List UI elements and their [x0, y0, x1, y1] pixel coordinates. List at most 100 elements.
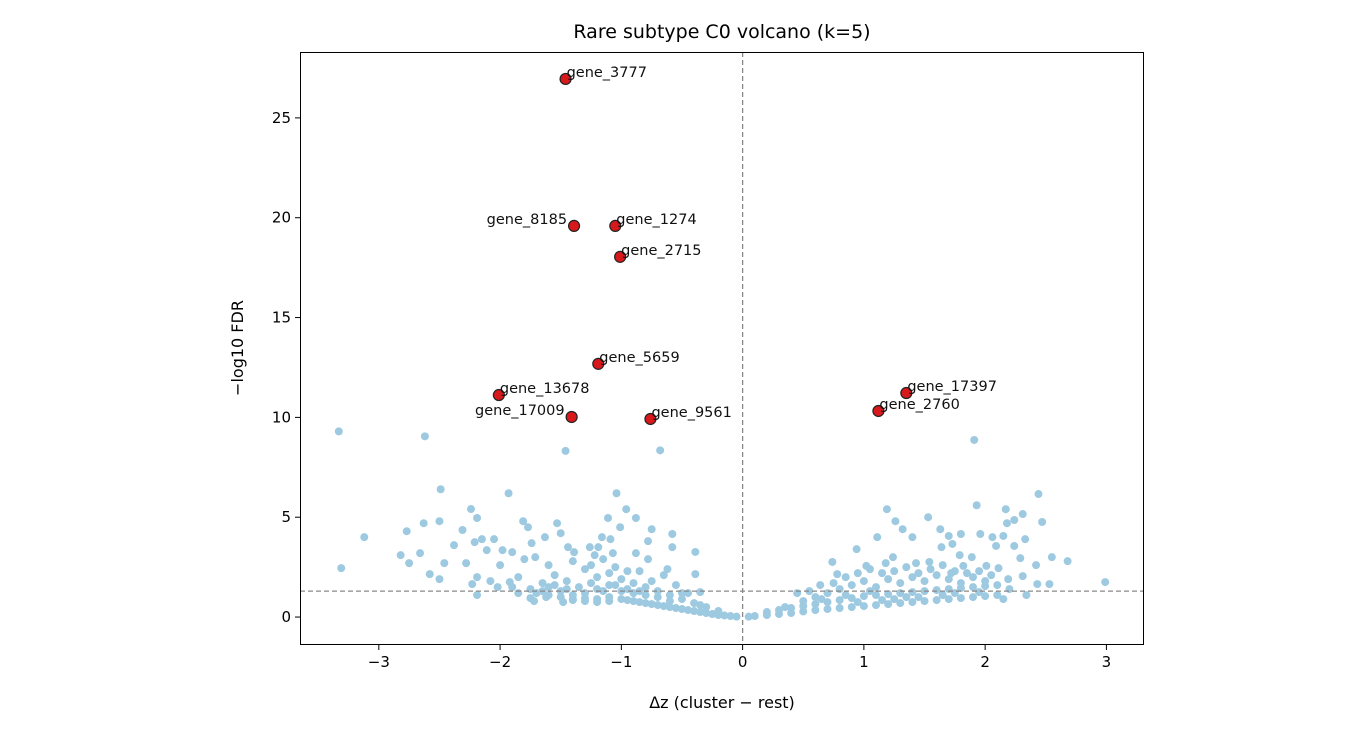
gene-point	[1045, 580, 1054, 589]
gene-point	[781, 603, 790, 612]
gene-point	[420, 432, 429, 441]
gene-point	[829, 579, 838, 588]
gene-point	[623, 567, 632, 576]
gene-point	[405, 559, 414, 568]
gene-point	[486, 577, 495, 586]
x-tick-label: 3	[1102, 653, 1112, 671]
gene-point	[550, 581, 559, 590]
gene-point	[644, 537, 653, 546]
gene-point	[604, 514, 613, 523]
gene-point	[881, 559, 890, 568]
gene-point	[944, 595, 953, 604]
gene-point	[872, 601, 881, 610]
gene-point	[884, 575, 893, 584]
gene-point	[647, 525, 656, 534]
gene-point	[912, 559, 921, 568]
highlighted-gene-point	[492, 388, 505, 402]
gene-point	[925, 557, 934, 566]
gene-point	[668, 543, 677, 552]
highlighted-gene-point	[592, 357, 605, 370]
gene-label: gene_3777	[567, 65, 647, 81]
gene-point	[896, 599, 905, 608]
gene-point	[556, 593, 565, 602]
gene-point	[882, 505, 891, 514]
gene-point	[629, 579, 638, 588]
gene-point	[570, 548, 579, 557]
y-tick-label: 5	[281, 508, 291, 526]
gene-point	[932, 596, 941, 605]
gene-point	[514, 589, 523, 598]
gene-point	[969, 573, 978, 582]
highlighted-gene-point	[614, 250, 627, 263]
gene-point	[828, 557, 837, 566]
gene-point	[967, 553, 976, 562]
gene-point	[334, 427, 343, 436]
gene-point	[999, 531, 1008, 540]
gene-point	[787, 604, 796, 613]
gene-point	[550, 571, 559, 580]
gene-point	[523, 523, 532, 532]
x-axis-label: Δz (cluster − rest)	[649, 693, 795, 712]
gene-point	[527, 539, 536, 548]
gene-point	[396, 551, 405, 560]
gene-point	[1034, 490, 1043, 499]
gene-point	[888, 553, 897, 562]
gene-point	[435, 517, 444, 526]
x-tick-label: 2	[980, 653, 990, 671]
gene-point	[847, 603, 856, 612]
gene-point	[975, 588, 984, 597]
gene-point	[982, 561, 991, 570]
gene-point	[956, 529, 965, 538]
gene-label: gene_17397	[907, 379, 997, 395]
gene-point	[1010, 541, 1019, 550]
gene-point	[440, 559, 449, 568]
gene-point	[360, 533, 369, 542]
gene-point	[419, 519, 428, 528]
gene-point	[969, 593, 978, 602]
gene-point	[473, 573, 482, 582]
gene-point	[436, 485, 445, 494]
gene-point	[975, 567, 984, 576]
gene-point	[884, 590, 893, 599]
gene-point	[690, 607, 699, 616]
gene-point	[656, 446, 665, 455]
gene-point	[540, 533, 549, 542]
gene-point	[653, 587, 662, 596]
gene-point	[992, 541, 1001, 550]
gene-point	[425, 570, 434, 579]
plot-frame	[300, 52, 1144, 645]
gene-point	[924, 513, 933, 522]
gene-point	[993, 581, 1002, 590]
gene-point	[1047, 553, 1056, 562]
gene-point	[622, 505, 631, 514]
gene-point	[872, 591, 881, 600]
gene-point	[1005, 585, 1014, 594]
gene-point	[631, 514, 640, 523]
gene-point	[1033, 580, 1042, 589]
gene-point	[823, 598, 832, 607]
gene-point	[981, 592, 990, 601]
gene-point	[914, 569, 923, 578]
gene-point	[976, 529, 985, 538]
gene-point	[944, 575, 953, 584]
gene-point	[659, 571, 668, 580]
gene-point	[587, 561, 596, 570]
gene-point	[956, 579, 965, 588]
gene-point	[605, 569, 614, 578]
gene-point	[691, 570, 700, 579]
gene-point	[859, 577, 868, 586]
gene-point	[482, 546, 491, 555]
gene-point	[994, 564, 1003, 573]
gene-point	[641, 591, 650, 600]
gene-point	[920, 597, 929, 606]
gene-point	[468, 580, 477, 589]
gene-point	[950, 567, 959, 576]
gene-point	[538, 579, 547, 588]
gene-point	[599, 587, 608, 596]
gene-point	[816, 581, 825, 590]
gene-point	[519, 517, 528, 526]
gene-point	[580, 565, 589, 574]
gene-point	[841, 573, 850, 582]
gene-point	[490, 535, 499, 544]
gene-point	[416, 549, 425, 558]
